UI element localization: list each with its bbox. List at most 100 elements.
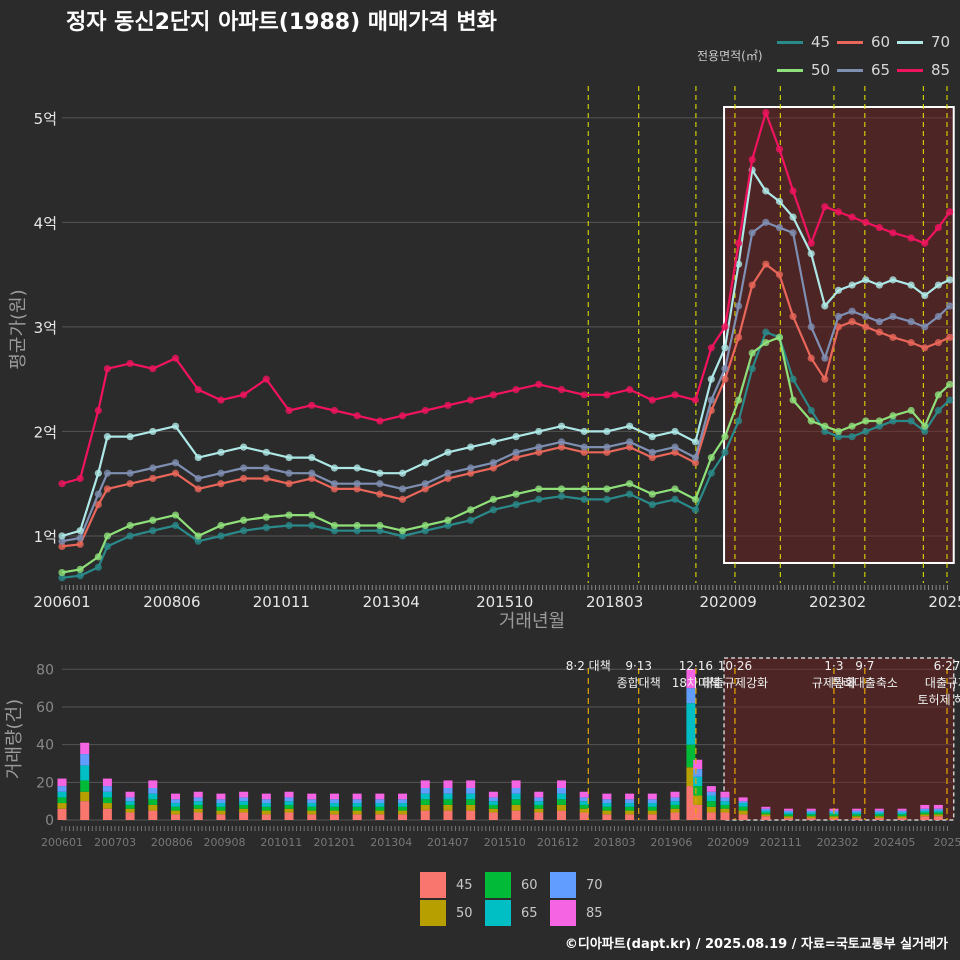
data-point-60 <box>285 480 293 488</box>
vol-bar-45 <box>556 810 566 820</box>
vol-bar-85 <box>920 804 930 809</box>
data-point-45 <box>76 572 84 580</box>
data-point-85 <box>691 396 700 404</box>
vol-bar-45 <box>761 816 771 820</box>
data-point-50 <box>94 553 102 561</box>
data-point-65 <box>734 302 743 310</box>
legend-item-85: 85 <box>897 61 950 79</box>
vol-bar-70 <box>511 787 521 794</box>
vol-bar-70 <box>375 799 385 804</box>
data-point-45 <box>671 495 679 503</box>
data-point-85 <box>946 208 954 216</box>
vol-bar-45 <box>579 812 589 820</box>
legend-item-45: 45 <box>777 33 830 51</box>
vol-bar-85 <box>352 793 362 800</box>
vol-bar-60 <box>80 780 90 792</box>
data-point-50 <box>194 532 202 540</box>
vol-bar-70 <box>738 801 748 804</box>
vol-y-tick-label: 80 <box>36 662 54 678</box>
vol-bar-50 <box>148 804 158 811</box>
vol-bar-65 <box>193 801 203 805</box>
data-point-85 <box>671 391 679 399</box>
data-point-85 <box>285 406 293 415</box>
data-point-85 <box>921 239 929 247</box>
data-point-60 <box>308 474 316 483</box>
data-point-85 <box>848 213 856 221</box>
data-point-45 <box>862 427 870 436</box>
vol-bar-85 <box>261 793 271 800</box>
vol-bar-70 <box>933 808 943 811</box>
vol-bar-45 <box>261 814 271 820</box>
vol-bar-85 <box>761 806 771 809</box>
data-point-85 <box>217 396 225 404</box>
vol-bar-45 <box>375 814 385 820</box>
data-point-45 <box>648 500 656 509</box>
data-point-45 <box>875 422 883 430</box>
data-point-65 <box>217 469 225 477</box>
vol-bar-45 <box>920 816 930 820</box>
data-point-60 <box>103 485 112 493</box>
data-point-60 <box>217 480 225 488</box>
data-point-65 <box>308 469 316 477</box>
policy-annotation-label: 1·3 <box>824 659 843 673</box>
vol-bar-70 <box>171 799 181 804</box>
vol-bar-50 <box>511 804 521 811</box>
vol-bar-85 <box>670 791 680 798</box>
vol-x-tick-label: 201803 <box>594 836 636 849</box>
data-point-60 <box>946 333 954 341</box>
vol-bar-50 <box>933 814 943 817</box>
vol-bar-70 <box>920 808 930 811</box>
data-point-45 <box>103 542 112 551</box>
vol-bar-60 <box>602 806 612 811</box>
data-point-85 <box>512 386 520 394</box>
data-point-60 <box>376 490 384 498</box>
vol-bar-65 <box>398 803 408 807</box>
data-point-85 <box>262 375 270 383</box>
data-point-65 <box>934 312 942 321</box>
data-point-70 <box>535 427 543 436</box>
vol-y-tick-label: 60 <box>36 700 54 716</box>
data-point-85 <box>171 354 180 362</box>
vol-bar-85 <box>398 793 408 800</box>
vol-bar-50 <box>738 810 748 815</box>
vol-bar-60 <box>329 806 339 811</box>
vol-bar-60 <box>720 804 730 809</box>
x-tick-label: 200601 <box>33 593 90 611</box>
vol-x-tick-label: 200806 <box>151 836 193 849</box>
vol-bar-70 <box>761 808 771 811</box>
data-point-50 <box>557 485 566 493</box>
data-point-85 <box>748 156 756 164</box>
data-point-65 <box>648 448 656 456</box>
data-point-65 <box>834 312 843 321</box>
data-point-50 <box>330 521 339 530</box>
vol-bar-45 <box>193 812 203 820</box>
data-point-50 <box>353 521 361 530</box>
data-point-60 <box>748 281 756 289</box>
data-point-60 <box>580 448 588 456</box>
data-point-65 <box>512 448 520 456</box>
vol-bar-70 <box>352 799 362 804</box>
vol-bar-85 <box>933 804 943 809</box>
y-tick-label: 2억 <box>34 423 57 441</box>
vol-bar-70 <box>806 810 816 813</box>
data-point-85 <box>862 218 870 226</box>
data-point-60 <box>889 333 897 341</box>
vol-legend-label-45: 45 <box>456 878 473 893</box>
data-point-65 <box>467 464 475 472</box>
vol-bar-50 <box>647 810 657 815</box>
data-point-50 <box>691 495 700 503</box>
data-point-50 <box>875 417 883 425</box>
vol-bar-70 <box>784 810 794 813</box>
data-point-45 <box>194 537 202 545</box>
vol-bar-85 <box>738 797 748 802</box>
vol-bar-50 <box>216 810 226 815</box>
vol-bar-65 <box>261 803 271 807</box>
x-tick-label: 201304 <box>363 593 420 611</box>
data-point-45 <box>149 527 157 535</box>
data-point-45 <box>444 521 452 530</box>
vol-y-tick-label: 40 <box>36 738 54 754</box>
data-point-85 <box>330 406 339 415</box>
vol-bar-85 <box>239 791 249 798</box>
vol-y-axis-title: 거래량(건) <box>4 699 25 779</box>
vol-bar-60 <box>261 806 271 811</box>
